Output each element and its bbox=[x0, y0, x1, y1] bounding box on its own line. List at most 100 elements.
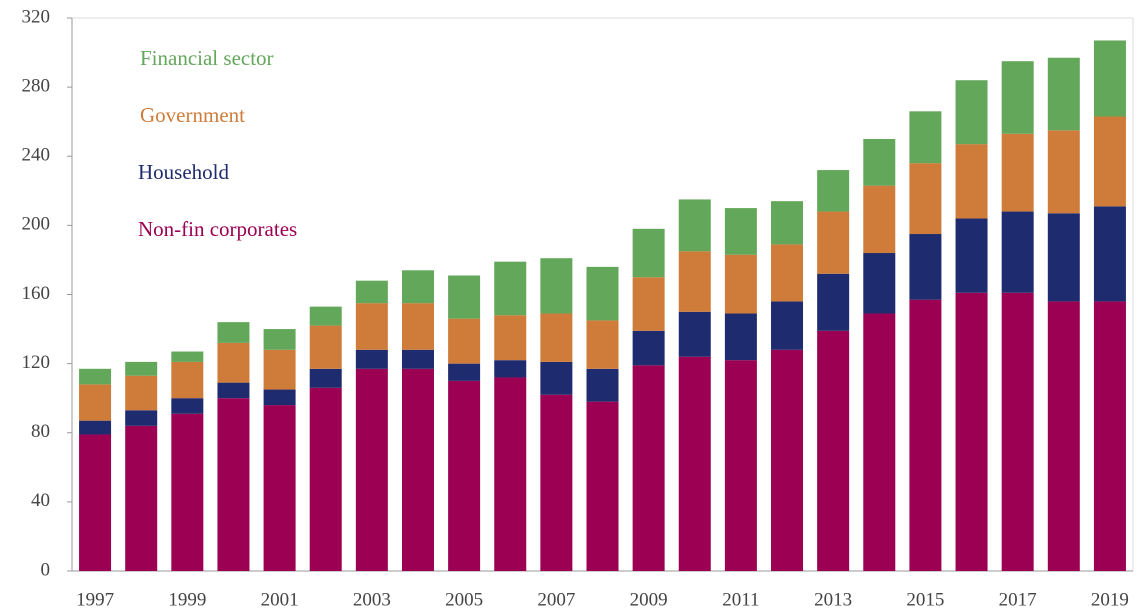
bar-segment bbox=[678, 311, 711, 357]
y-tick-label: 0 bbox=[41, 559, 51, 580]
x-tick-label: 2003 bbox=[353, 589, 391, 610]
bar-segment bbox=[171, 398, 204, 414]
bar-segment bbox=[540, 394, 573, 571]
bar-segment bbox=[817, 330, 850, 571]
x-tick-label: 2015 bbox=[906, 589, 944, 610]
bar-segment bbox=[863, 313, 896, 571]
bar-segment bbox=[1047, 213, 1080, 302]
bar-segment bbox=[217, 342, 250, 383]
bar-segment bbox=[355, 368, 388, 571]
bar-segment bbox=[1047, 57, 1080, 131]
bar-segment bbox=[678, 356, 711, 571]
y-tick-label: 200 bbox=[22, 214, 51, 235]
bar-segment bbox=[171, 413, 204, 571]
bar-segment bbox=[678, 199, 711, 252]
x-tick-label: 1999 bbox=[168, 589, 206, 610]
x-tick-label: 2013 bbox=[814, 589, 852, 610]
y-tick-label: 240 bbox=[22, 145, 51, 166]
bar-segment bbox=[909, 299, 942, 571]
x-tick-label: 2005 bbox=[445, 589, 483, 610]
bar-segment bbox=[1093, 206, 1126, 302]
bar-segment bbox=[955, 218, 988, 293]
legend-label: Government bbox=[140, 103, 245, 127]
bar-segment bbox=[217, 398, 250, 571]
bar-segment bbox=[309, 368, 342, 388]
bar-segment bbox=[355, 303, 388, 350]
bar-segment bbox=[955, 292, 988, 571]
bar-segment bbox=[401, 303, 434, 350]
bar-segment bbox=[79, 434, 112, 571]
bar-segment bbox=[1093, 116, 1126, 207]
bar-segment bbox=[540, 361, 573, 395]
x-tick-label: 2007 bbox=[537, 589, 575, 610]
bar-segment bbox=[217, 382, 250, 399]
y-tick-label: 80 bbox=[31, 421, 50, 442]
bar-segment bbox=[678, 251, 711, 312]
bar-segment bbox=[586, 368, 619, 402]
bar-segment bbox=[355, 349, 388, 369]
y-tick-label: 320 bbox=[22, 6, 51, 27]
bar-segment bbox=[724, 254, 757, 314]
bar-segment bbox=[494, 315, 527, 361]
bar-segment bbox=[263, 389, 296, 406]
bar-segment bbox=[817, 170, 850, 212]
legend-label: Financial sector bbox=[140, 46, 274, 70]
y-tick-label: 280 bbox=[22, 75, 51, 96]
bar-segment bbox=[263, 349, 296, 390]
bar-segment bbox=[724, 208, 757, 255]
x-tick-label: 2019 bbox=[1091, 589, 1129, 610]
x-tick-label: 1997 bbox=[76, 589, 114, 610]
bar-segment bbox=[586, 401, 619, 571]
bar-segment bbox=[448, 318, 481, 364]
bar-segment bbox=[125, 361, 158, 376]
bar-segment bbox=[909, 111, 942, 164]
bar-segment bbox=[494, 377, 527, 571]
bar-segment bbox=[448, 363, 481, 381]
bar-segment bbox=[309, 387, 342, 571]
bar-segment bbox=[1001, 61, 1034, 134]
bar-segment bbox=[632, 228, 665, 278]
bar-segment bbox=[540, 313, 573, 362]
x-tick-label: 2009 bbox=[630, 589, 668, 610]
bar-segment bbox=[125, 425, 158, 571]
bar-segment bbox=[909, 234, 942, 300]
bar-segment bbox=[863, 138, 896, 186]
x-tick-label: 2017 bbox=[999, 589, 1037, 610]
bar-segment bbox=[771, 244, 804, 302]
bar-segment bbox=[171, 361, 204, 399]
bar-segment bbox=[1093, 301, 1126, 571]
bar-segment bbox=[540, 258, 573, 314]
x-tick-label: 2001 bbox=[261, 589, 299, 610]
bar-segment bbox=[448, 380, 481, 571]
bar-segment bbox=[909, 163, 942, 235]
legend-label: Non-fin corporates bbox=[138, 217, 297, 241]
bar-segment bbox=[863, 185, 896, 254]
y-tick-label: 120 bbox=[22, 352, 51, 373]
bar-segment bbox=[79, 384, 112, 421]
bar-segment bbox=[494, 261, 527, 316]
bar-segment bbox=[586, 266, 619, 321]
bar-segment bbox=[125, 410, 158, 426]
bar-segment bbox=[863, 253, 896, 314]
bar-segment bbox=[401, 368, 434, 571]
bar-segment bbox=[1001, 133, 1034, 212]
bar-segment bbox=[125, 375, 158, 411]
x-tick-label: 2011 bbox=[722, 589, 759, 610]
bar-segment bbox=[448, 275, 481, 319]
bar-segment bbox=[817, 273, 850, 331]
bar-segment bbox=[817, 211, 850, 274]
bar-segment bbox=[1001, 211, 1034, 293]
bar-segment bbox=[771, 201, 804, 245]
bar-segment bbox=[771, 349, 804, 571]
bar-segment bbox=[79, 420, 112, 435]
bar-segment bbox=[263, 405, 296, 571]
y-tick-label: 160 bbox=[22, 283, 51, 304]
bar-segment bbox=[724, 360, 757, 571]
bar-segment bbox=[1047, 301, 1080, 571]
bar-segment bbox=[355, 280, 388, 304]
bar-segment bbox=[1001, 292, 1034, 571]
bar-segment bbox=[955, 80, 988, 145]
bar-segment bbox=[771, 301, 804, 350]
bar-segment bbox=[401, 349, 434, 369]
